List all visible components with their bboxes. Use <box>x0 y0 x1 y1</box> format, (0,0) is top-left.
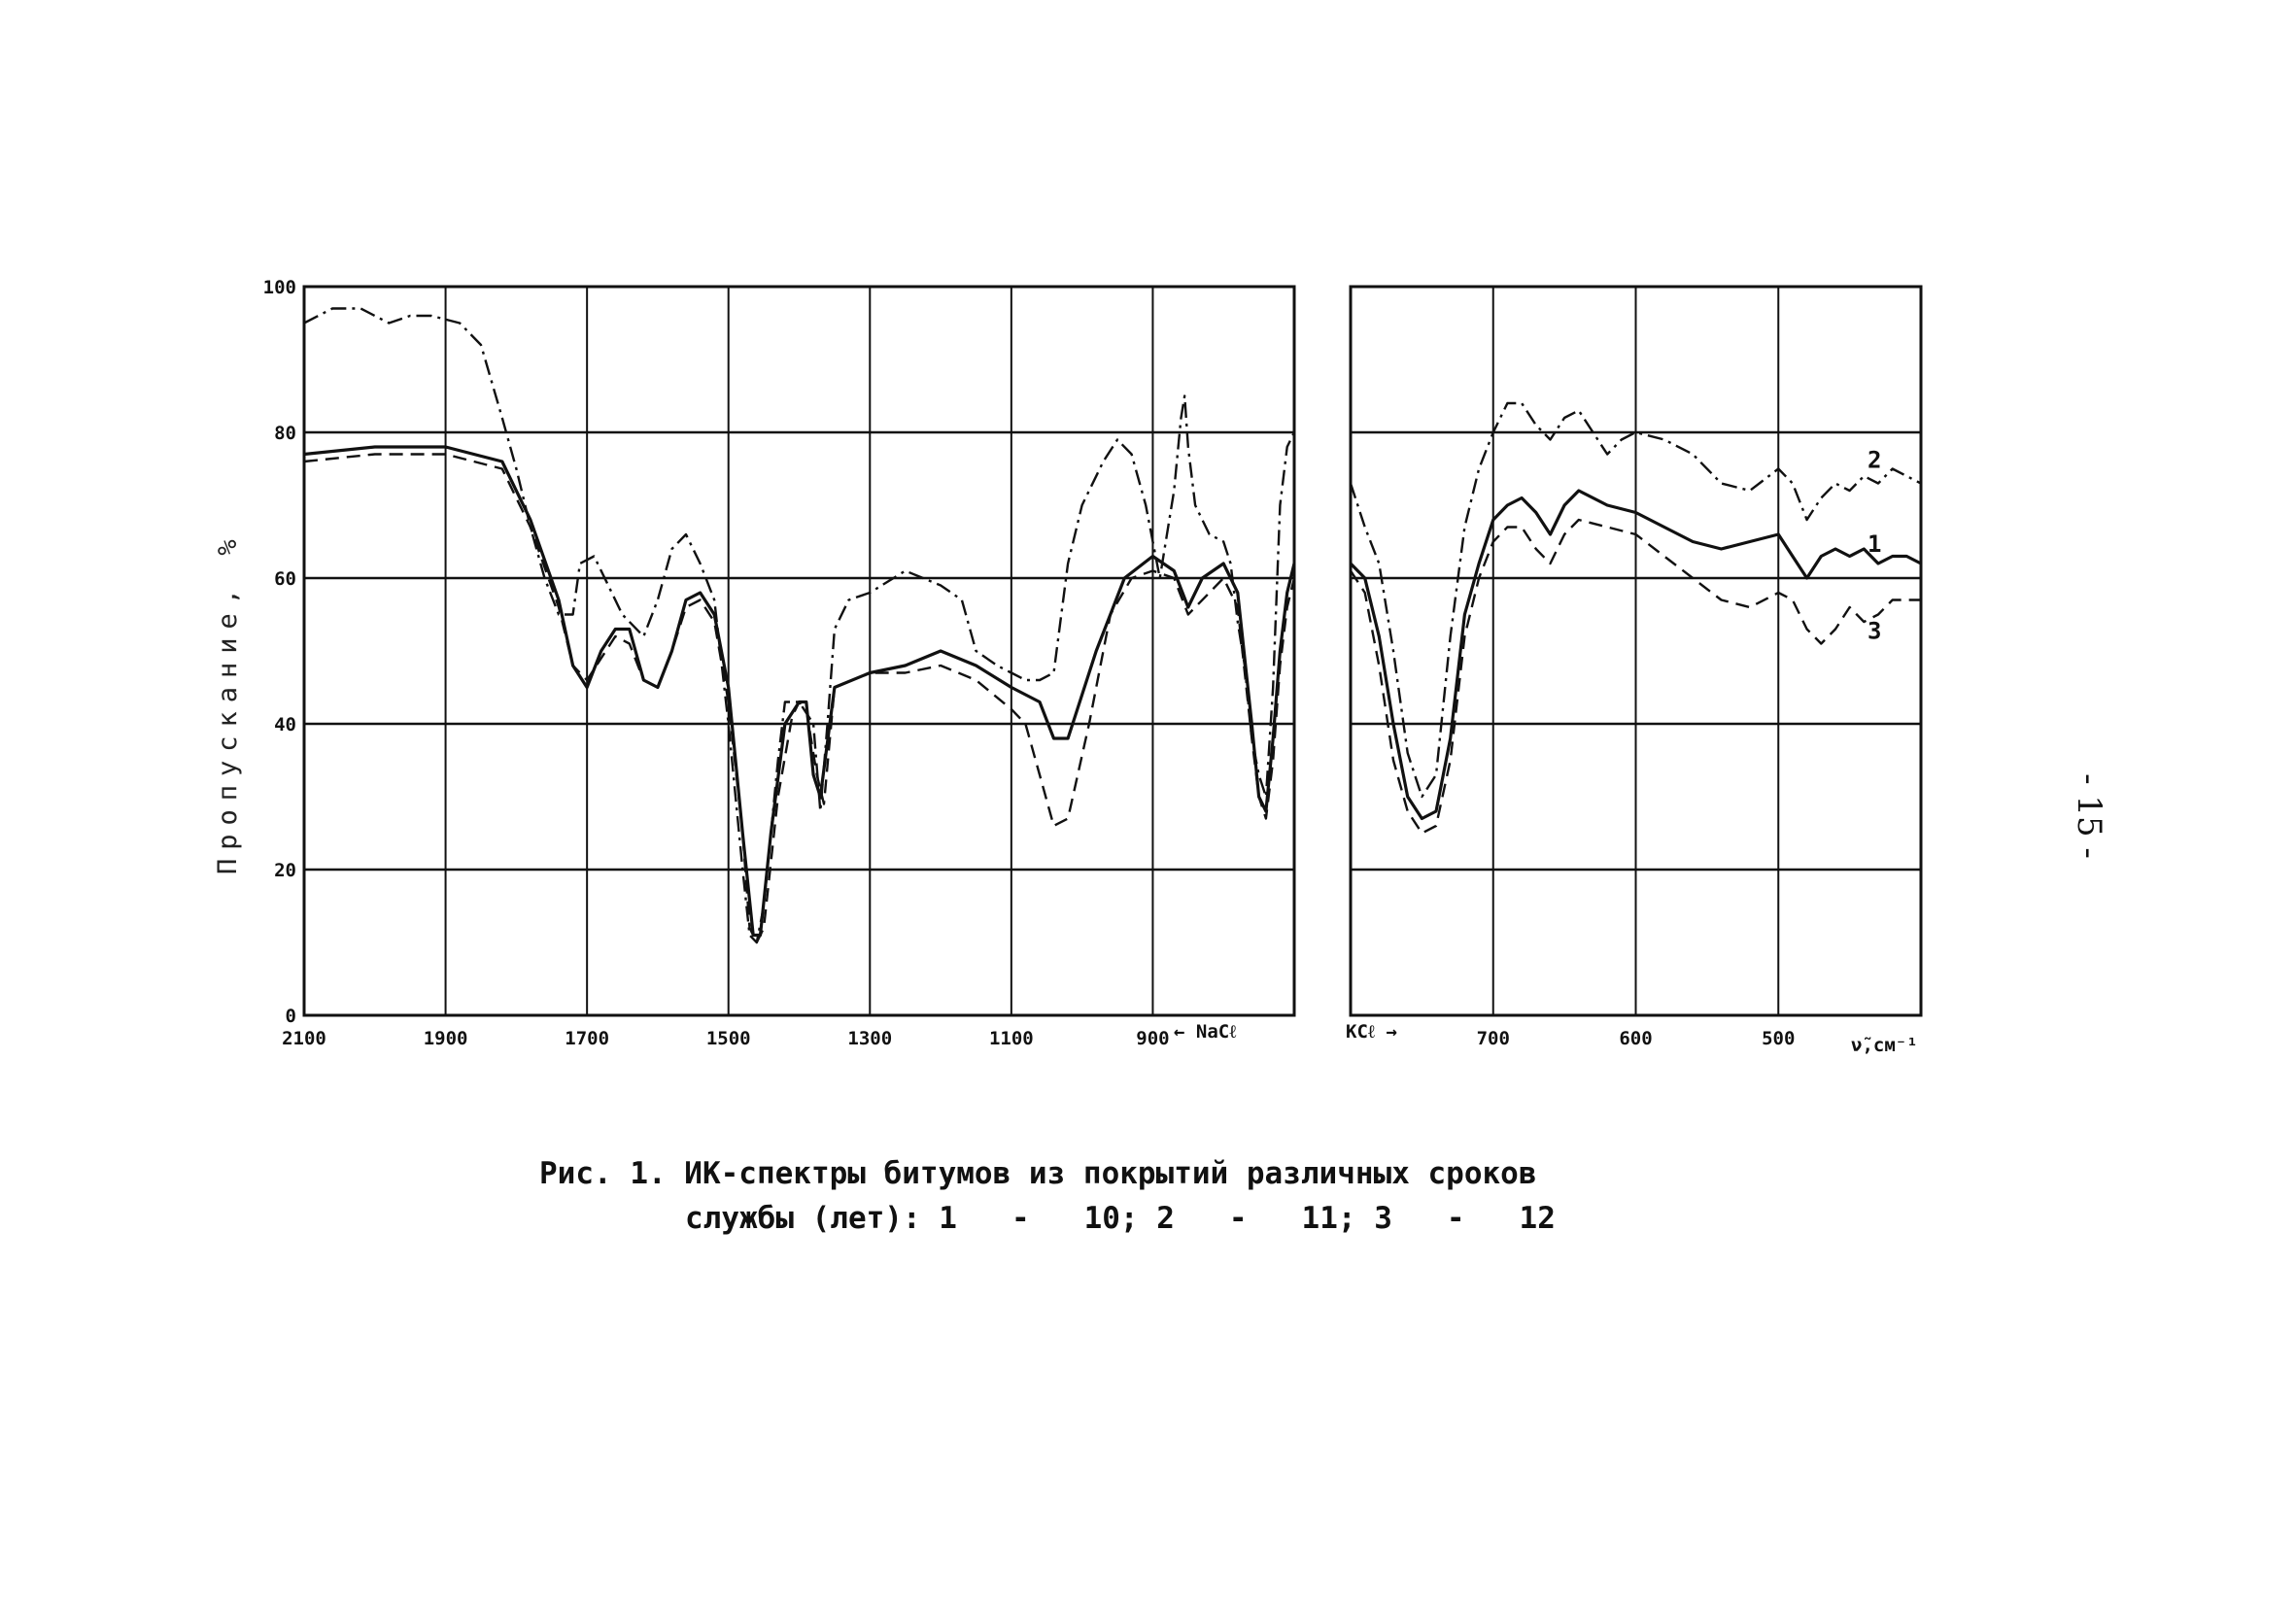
series-3-right <box>1349 518 1921 835</box>
x-tick-label-1100: 1100 <box>989 1028 1034 1049</box>
page-number: - 15 - <box>2070 758 2108 874</box>
y-tick-label-20: 20 <box>274 860 296 881</box>
kcl-window-label: KCℓ → <box>1346 1021 1397 1043</box>
series-1-right <box>1349 489 1922 821</box>
x-tick-label-1700: 1700 <box>565 1028 609 1049</box>
caption-line-1: Рис. 1. ИК-спектры битумов из покрытий р… <box>539 1156 1537 1191</box>
x-axis-label: ν̃,см⁻¹ <box>1851 1035 1918 1056</box>
page-number-text: - 15 - <box>2070 773 2108 859</box>
series-label-1: 1 <box>1868 530 1881 558</box>
series-2-right <box>1349 401 1922 799</box>
left-panel: 0 20 40 60 80 100 2100 1900 1700 1500 1300 1100 900 <box>263 277 1296 1049</box>
series-2-left <box>303 307 1296 944</box>
y-tick-label-100: 100 <box>263 277 296 298</box>
plot-frame <box>302 285 1296 1017</box>
x-tick-label-700: 700 <box>1477 1028 1510 1049</box>
figure-caption: Рис. 1. ИК-спектры битумов из покрытий р… <box>539 1151 1556 1241</box>
x-tick-label-900: 900 <box>1136 1028 1169 1049</box>
y-tick-label-60: 60 <box>274 568 296 590</box>
right-panel: 700 600 500 1 2 3 <box>1349 285 1923 1049</box>
series-1-left <box>303 445 1296 938</box>
x-tick-label-500: 500 <box>1762 1028 1795 1049</box>
x-tick-label-1300: 1300 <box>847 1028 892 1049</box>
nacl-window-label: ← NaCℓ <box>1174 1021 1236 1043</box>
y-tick-label-40: 40 <box>274 714 296 735</box>
y-tick-label-0: 0 <box>286 1006 296 1027</box>
x-tick-label-2100: 2100 <box>282 1028 326 1049</box>
caption-line-2: службы (лет): 1 - 10; 2 - 11; 3 - 12 <box>685 1201 1556 1236</box>
x-tick-label-1500: 1500 <box>706 1028 751 1049</box>
x-tick-label-600: 600 <box>1619 1028 1652 1049</box>
y-axis-label: Пропускание, % <box>213 530 243 874</box>
y-tick-label-80: 80 <box>274 423 296 444</box>
x-tick-label-1900: 1900 <box>424 1028 468 1049</box>
series-label-3: 3 <box>1868 618 1881 645</box>
series-3-left <box>303 453 1296 944</box>
series-label-2: 2 <box>1868 447 1881 474</box>
